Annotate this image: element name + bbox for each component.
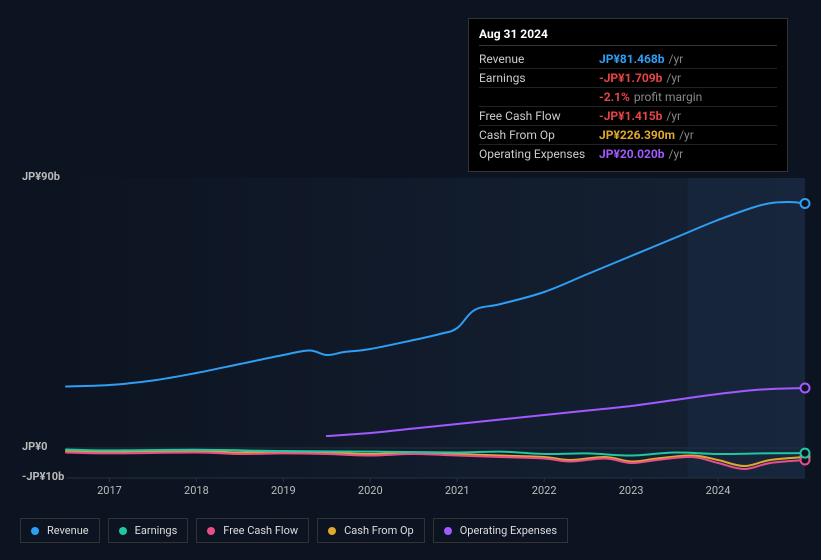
x-axis-label: 2020 (358, 484, 383, 497)
x-axis-label: 2018 (184, 484, 209, 497)
legend-label: Cash From Op (344, 524, 414, 537)
x-axis: 2017 2018 2019 2020 2021 2022 2023 2024 (66, 484, 805, 500)
tooltip-title: Aug 31 2024 (479, 27, 777, 46)
legend-item-cash-from-op[interactable]: Cash From Op (317, 518, 425, 543)
tooltip-row-value: JP¥81.468b (599, 52, 665, 66)
chart-container: JP¥90bJP¥0-JP¥10b 2017201820192020202120… (16, 160, 805, 520)
tooltip-row-value: -JP¥1.415b (599, 109, 662, 123)
legend-item-revenue[interactable]: Revenue (20, 518, 100, 543)
x-axis-label: 2017 (97, 484, 122, 497)
chart-tooltip: Aug 31 2024 RevenueJP¥81.468b/yrEarnings… (468, 18, 788, 172)
series-marker (801, 449, 810, 458)
legend-dot-icon (119, 527, 127, 535)
legend-item-operating-expenses[interactable]: Operating Expenses (433, 518, 568, 543)
tooltip-row-value: JP¥20.020b (599, 147, 665, 161)
tooltip-row: Earnings-JP¥1.709b/yr (479, 69, 777, 88)
x-axis-label: 2022 (532, 484, 557, 497)
y-axis-label: -JP¥10b (22, 470, 64, 483)
tooltip-row-value: JP¥226.390m (599, 128, 675, 142)
y-axis-label: JP¥0 (22, 440, 47, 453)
chart-legend: Revenue Earnings Free Cash Flow Cash From O… (20, 518, 568, 543)
tooltip-row-label: Free Cash Flow (479, 109, 599, 123)
tooltip-row-value: -2.1% (599, 90, 630, 104)
tooltip-row-unit: /yr (679, 128, 694, 142)
tooltip-row-unit: /yr (669, 52, 684, 66)
tooltip-row-unit: /yr (666, 71, 681, 85)
chart-plot[interactable] (66, 178, 805, 478)
tooltip-row-value: -JP¥1.709b (599, 71, 662, 85)
tooltip-row-unit: /yr (669, 147, 684, 161)
tooltip-row: RevenueJP¥81.468b/yr (479, 50, 777, 69)
legend-dot-icon (31, 527, 39, 535)
legend-item-earnings[interactable]: Earnings (108, 518, 189, 543)
x-axis-label: 2024 (706, 484, 731, 497)
tooltip-row-unit: profit margin (634, 90, 702, 104)
tooltip-row: -2.1% profit margin (479, 88, 777, 107)
legend-dot-icon (328, 527, 336, 535)
tooltip-row: Free Cash Flow-JP¥1.415b/yr (479, 107, 777, 126)
legend-label: Revenue (47, 524, 89, 537)
tooltip-row-label: Earnings (479, 71, 599, 85)
series-marker (801, 199, 810, 208)
tooltip-row-label: Cash From Op (479, 128, 599, 142)
tooltip-row: Cash From OpJP¥226.390m/yr (479, 126, 777, 145)
x-axis-label: 2021 (445, 484, 470, 497)
legend-label: Operating Expenses (460, 524, 557, 537)
tooltip-row-label: Revenue (479, 52, 599, 66)
tooltip-row-label: Operating Expenses (479, 147, 599, 161)
x-axis-label: 2023 (619, 484, 644, 497)
x-axis-label: 2019 (271, 484, 296, 497)
series-marker (801, 384, 810, 393)
y-axis-label: JP¥90b (22, 170, 60, 183)
legend-label: Earnings (135, 524, 178, 537)
legend-dot-icon (207, 527, 215, 535)
legend-dot-icon (444, 527, 452, 535)
tooltip-row-unit: /yr (666, 109, 681, 123)
tooltip-row-label (479, 90, 599, 104)
legend-label: Free Cash Flow (223, 524, 298, 537)
legend-item-free-cash-flow[interactable]: Free Cash Flow (196, 518, 309, 543)
